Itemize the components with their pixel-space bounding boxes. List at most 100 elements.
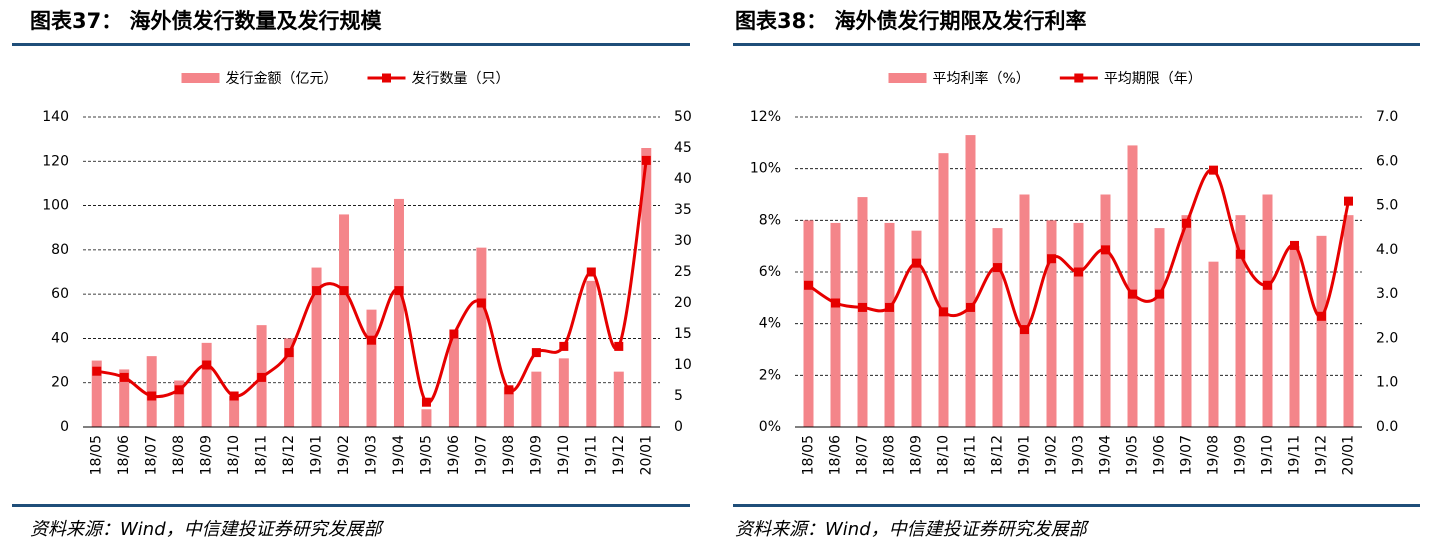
x-tick-label: 18/08 (882, 435, 898, 475)
x-tick-label: 20/01 (1341, 435, 1357, 475)
bar (830, 222, 841, 427)
y2-tick-label: 20 (674, 295, 692, 311)
y-tick-label: 140 (42, 109, 69, 125)
y2-tick-label: 25 (674, 264, 692, 280)
y-tick-label: 60 (51, 286, 69, 302)
chart-title: 图表37： 海外债发行数量及发行规模 (30, 9, 383, 33)
marker (559, 341, 569, 351)
x-tick-label: 18/07 (855, 435, 871, 475)
x-tick-label: 19/11 (583, 435, 599, 475)
y2-tick-label: 3.0 (1376, 286, 1398, 302)
marker (1209, 165, 1218, 175)
marker (1074, 267, 1083, 277)
y-tick-label: 6% (759, 264, 781, 280)
marker (476, 298, 486, 308)
y-tick-label: 40 (51, 330, 69, 346)
footer-rule (12, 504, 690, 507)
marker (1263, 280, 1272, 290)
x-tick-label: 19/01 (309, 435, 325, 475)
legend-swatch (382, 73, 391, 83)
y-tick-label: 120 (42, 153, 69, 169)
y2-tick-label: 1.0 (1376, 375, 1398, 391)
y-tick-label: 12% (750, 109, 781, 125)
legend-label: 发行数量（只） (412, 71, 510, 87)
marker (229, 391, 239, 401)
bar (558, 358, 569, 427)
x-tick-label: 18/12 (281, 435, 297, 475)
marker (119, 372, 129, 382)
bar (284, 338, 295, 427)
marker (339, 286, 349, 296)
bar (1046, 220, 1057, 427)
x-tick-label: 19/12 (1314, 435, 1330, 475)
marker (858, 302, 867, 312)
y2-tick-label: 5 (674, 388, 683, 404)
bar (448, 338, 459, 427)
marker (284, 348, 294, 358)
bar (1019, 194, 1030, 427)
y-tick-label: 8% (759, 212, 781, 228)
x-tick-label: 19/02 (336, 435, 352, 475)
chart-title: 图表38： 海外债发行期限及发行利率 (735, 9, 1087, 33)
marker (367, 335, 376, 345)
bar (803, 220, 814, 427)
marker (394, 286, 404, 296)
bar (476, 247, 487, 427)
x-tick-label: 18/07 (144, 435, 160, 475)
y-tick-label: 0% (759, 419, 781, 435)
bar (1127, 145, 1138, 427)
bar (1181, 215, 1192, 427)
marker (531, 348, 541, 358)
x-tick-label: 19/09 (528, 435, 544, 475)
y-tick-label: 100 (42, 198, 69, 214)
marker (1101, 245, 1110, 255)
bar (1289, 246, 1300, 427)
x-tick-label: 19/06 (446, 435, 462, 475)
x-tick-label: 19/10 (556, 435, 572, 475)
bar (1235, 215, 1246, 427)
bar (1343, 215, 1354, 427)
y-tick-label: 20 (51, 375, 69, 391)
y2-tick-label: 7.0 (1376, 109, 1398, 125)
y2-tick-label: 0 (674, 419, 683, 435)
bar (393, 198, 404, 427)
marker (885, 302, 894, 312)
x-tick-label: 19/11 (1287, 435, 1303, 475)
bar (884, 222, 895, 427)
marker (1128, 289, 1137, 299)
y2-tick-label: 50 (674, 109, 692, 125)
marker (641, 155, 651, 165)
marker (1047, 254, 1056, 264)
bar (366, 309, 377, 427)
bar (91, 360, 102, 427)
header-rule (733, 43, 1420, 46)
y2-tick-label: 40 (674, 171, 692, 187)
marker (1317, 311, 1326, 321)
bar (119, 369, 130, 427)
marker (257, 372, 267, 382)
bar (1154, 228, 1165, 427)
bar (201, 342, 212, 427)
legend-swatch (181, 73, 220, 83)
y2-tick-label: 15 (674, 326, 692, 342)
marker (1182, 218, 1191, 228)
bar (229, 396, 240, 427)
legend-swatch (1074, 73, 1084, 83)
marker (202, 360, 212, 370)
legend-label: 发行金额（亿元） (226, 71, 338, 87)
marker (804, 280, 813, 290)
marker (912, 258, 921, 268)
x-tick-label: 19/06 (1152, 435, 1168, 475)
x-tick-label: 19/08 (501, 435, 517, 475)
marker (1155, 289, 1164, 299)
marker (449, 329, 459, 339)
legend-label: 平均期限（年） (1104, 71, 1202, 87)
x-tick-label: 19/02 (1044, 435, 1060, 475)
marker (1344, 196, 1353, 206)
y2-tick-label: 35 (674, 202, 692, 218)
marker (147, 391, 157, 401)
x-tick-label: 19/09 (1233, 435, 1249, 475)
y2-tick-label: 45 (674, 140, 692, 156)
